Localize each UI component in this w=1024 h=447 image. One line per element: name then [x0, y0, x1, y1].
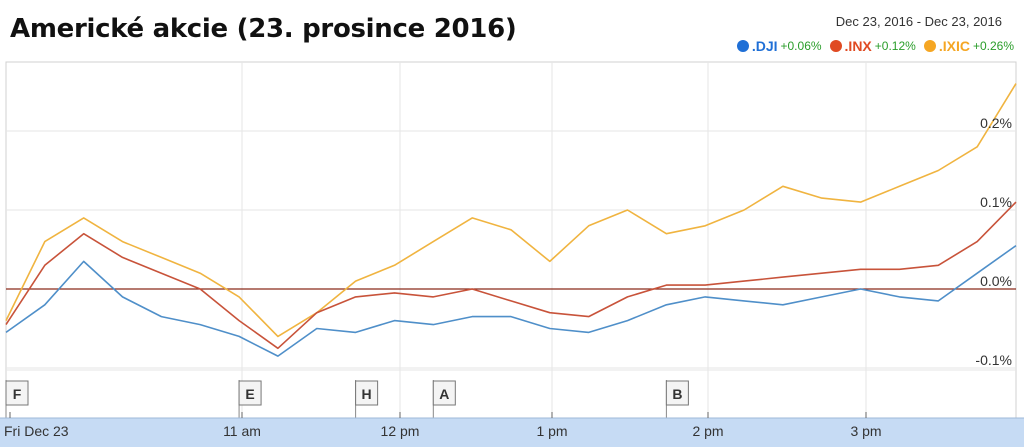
series-lines: [5, 83, 1017, 357]
flag-h[interactable]: H: [355, 380, 379, 418]
flag-f[interactable]: F: [5, 380, 29, 418]
flag-box: [355, 380, 379, 406]
flag-b[interactable]: B: [665, 380, 689, 418]
y-tick-label: -0.1%: [975, 352, 1012, 368]
plot-area: [5, 61, 1017, 419]
y-tick-label: 0.1%: [980, 194, 1012, 210]
legend-symbol: .DJI: [751, 38, 778, 54]
y-axis-labels: 0.2% 0.1% 0.0% -0.1%: [975, 115, 1012, 368]
legend-change: +0.26%: [972, 39, 1014, 53]
flag-label: H: [362, 386, 372, 402]
date-range: Dec 23, 2016 - Dec 23, 2016: [835, 14, 1002, 29]
legend-symbol: .IXIC: [938, 38, 970, 54]
legend-item-dji[interactable]: .DJI +0.06%: [736, 38, 822, 54]
x-tick-label: 2 pm: [692, 423, 723, 439]
legend-dot-icon: [923, 40, 936, 52]
flag-box: [5, 380, 29, 406]
legend-dot-icon: [829, 40, 842, 52]
x-tick-label: 11 am: [223, 423, 261, 439]
flag-label: E: [245, 386, 254, 402]
flag-box: [432, 380, 456, 406]
series-line-ixic: [5, 83, 1017, 338]
legend-symbol: .INX: [844, 38, 872, 54]
flag-box: [665, 380, 689, 406]
series-line-dji: [5, 244, 1017, 357]
x-axis: Fri Dec 23 11 am 12 pm 1 pm 2 pm 3 pm: [0, 412, 1024, 447]
legend-change: +0.12%: [874, 39, 916, 53]
x-tick-label: 12 pm: [381, 423, 420, 439]
grid: [5, 61, 1017, 419]
x-axis-bar: [0, 418, 1024, 447]
flag-e[interactable]: E: [238, 380, 262, 418]
flag-box: [238, 380, 262, 406]
y-tick-label: 0.0%: [980, 273, 1012, 289]
legend-dot-icon: [736, 40, 749, 52]
flag-label: A: [439, 386, 449, 402]
flag-label: F: [13, 386, 22, 402]
legend-item-ixic[interactable]: .IXIC +0.26%: [923, 38, 1014, 54]
x-tick-label: Fri Dec 23: [4, 423, 69, 439]
chart-title: Americké akcie (23. prosince 2016): [10, 14, 517, 44]
legend-item-inx[interactable]: .INX +0.12%: [829, 38, 916, 54]
legend: .DJI +0.06% .INX +0.12% .IXIC +0.26%: [736, 38, 1014, 54]
y-tick-label: 0.2%: [980, 115, 1012, 131]
flag-a[interactable]: A: [432, 380, 456, 418]
flag-label: B: [672, 386, 682, 402]
x-tick-label: 1 pm: [536, 423, 567, 439]
legend-change: +0.06%: [780, 39, 822, 53]
series-line-inx: [5, 201, 1017, 350]
x-tick-label: 3 pm: [850, 423, 881, 439]
